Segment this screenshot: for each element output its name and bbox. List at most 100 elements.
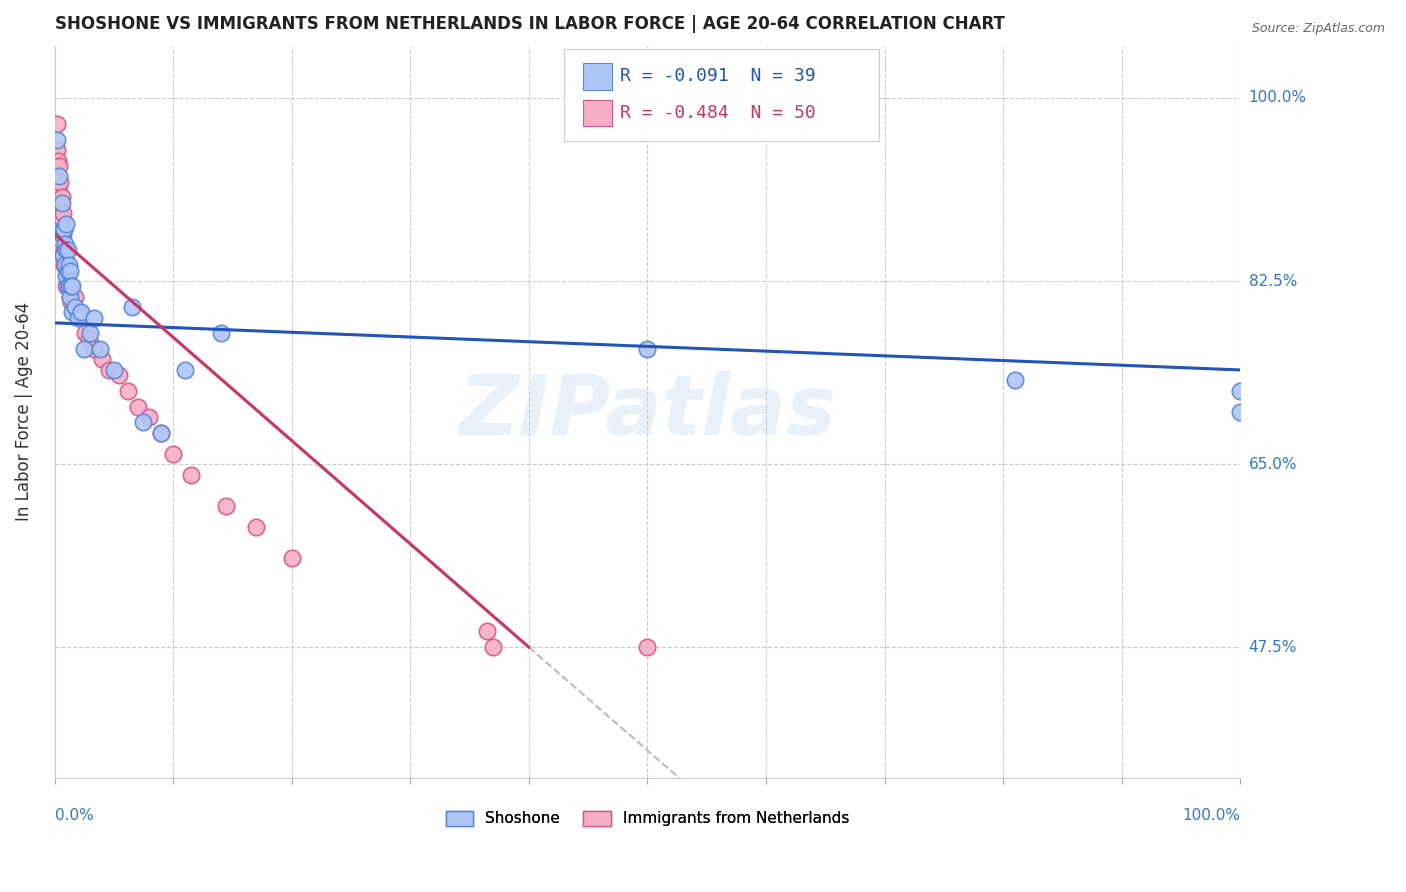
Point xyxy=(67,310,90,325)
Point xyxy=(280,551,302,566)
Point xyxy=(1229,384,1251,398)
Point xyxy=(477,624,499,639)
Text: R = -0.484  N = 50: R = -0.484 N = 50 xyxy=(620,104,815,122)
Point xyxy=(150,425,173,440)
Point xyxy=(83,342,105,356)
Point xyxy=(89,342,111,356)
Text: R = -0.091  N = 39: R = -0.091 N = 39 xyxy=(620,68,815,86)
Point xyxy=(58,279,80,293)
Point xyxy=(1004,373,1026,387)
Point xyxy=(52,221,75,235)
Point xyxy=(53,248,76,262)
Point xyxy=(117,384,139,398)
Point xyxy=(51,227,73,241)
Point xyxy=(55,217,77,231)
Point xyxy=(83,310,105,325)
Point xyxy=(77,332,100,346)
Point xyxy=(48,169,70,184)
Point xyxy=(98,363,121,377)
Point xyxy=(132,415,155,429)
Point xyxy=(52,248,75,262)
Y-axis label: In Labor Force | Age 20-64: In Labor Force | Age 20-64 xyxy=(15,302,32,521)
Point xyxy=(58,258,80,272)
Point xyxy=(60,305,83,319)
Point xyxy=(73,342,96,356)
Point xyxy=(48,185,70,199)
Point xyxy=(103,363,125,377)
Legend: Shoshone, Immigrants from Netherlands: Shoshone, Immigrants from Netherlands xyxy=(440,805,855,832)
Point xyxy=(52,206,75,220)
Point xyxy=(53,237,76,252)
FancyBboxPatch shape xyxy=(583,63,612,89)
FancyBboxPatch shape xyxy=(583,100,612,126)
Point xyxy=(55,279,77,293)
Point xyxy=(66,305,89,319)
Point xyxy=(60,295,83,310)
Point xyxy=(45,143,67,157)
Point xyxy=(107,368,129,383)
Point xyxy=(150,425,173,440)
Point xyxy=(482,640,505,655)
Point xyxy=(121,300,143,314)
Point xyxy=(46,175,69,189)
Point xyxy=(55,268,77,283)
Point xyxy=(49,232,72,246)
Point xyxy=(52,227,75,241)
Text: ZIPatlas: ZIPatlas xyxy=(458,371,837,452)
Point xyxy=(245,520,267,534)
Point xyxy=(91,352,114,367)
Point xyxy=(63,290,86,304)
Point xyxy=(56,279,79,293)
Point xyxy=(59,290,82,304)
Point xyxy=(55,243,77,257)
Point xyxy=(63,300,86,314)
Point xyxy=(75,326,97,341)
Point xyxy=(51,211,73,226)
Point xyxy=(59,290,82,304)
Point xyxy=(79,326,101,341)
Point xyxy=(1229,405,1251,419)
Text: 47.5%: 47.5% xyxy=(1249,640,1296,655)
Point xyxy=(51,190,73,204)
Point xyxy=(49,195,72,210)
Point xyxy=(49,217,72,231)
Point xyxy=(636,342,658,356)
Point xyxy=(52,248,75,262)
Point xyxy=(59,263,82,277)
Point xyxy=(127,400,149,414)
Point xyxy=(45,133,67,147)
Text: 65.0%: 65.0% xyxy=(1249,457,1298,472)
Point xyxy=(46,195,69,210)
Point xyxy=(53,258,76,272)
Point xyxy=(45,117,67,131)
Point xyxy=(53,258,76,272)
Text: SHOSHONE VS IMMIGRANTS FROM NETHERLANDS IN LABOR FORCE | AGE 20-64 CORRELATION C: SHOSHONE VS IMMIGRANTS FROM NETHERLANDS … xyxy=(55,15,1004,33)
Text: 0.0%: 0.0% xyxy=(55,808,93,823)
Point xyxy=(46,153,69,168)
Text: 100.0%: 100.0% xyxy=(1182,808,1240,823)
Point xyxy=(636,640,658,655)
Point xyxy=(215,499,238,513)
Text: Source: ZipAtlas.com: Source: ZipAtlas.com xyxy=(1251,22,1385,36)
Point xyxy=(209,326,232,341)
Point xyxy=(174,363,197,377)
Point xyxy=(56,243,79,257)
Point xyxy=(60,279,83,293)
Point xyxy=(60,279,83,293)
Point xyxy=(53,243,76,257)
Point xyxy=(138,410,160,425)
Point xyxy=(162,447,184,461)
Text: 82.5%: 82.5% xyxy=(1249,274,1296,288)
Point xyxy=(55,258,77,272)
Point xyxy=(62,300,84,314)
Point xyxy=(56,263,79,277)
Point xyxy=(67,305,90,319)
Point xyxy=(69,305,91,319)
FancyBboxPatch shape xyxy=(564,49,879,141)
Point xyxy=(49,175,72,189)
Point xyxy=(53,221,76,235)
Text: 100.0%: 100.0% xyxy=(1249,90,1306,105)
Point xyxy=(53,258,76,272)
Point xyxy=(48,211,70,226)
Point xyxy=(53,221,76,235)
